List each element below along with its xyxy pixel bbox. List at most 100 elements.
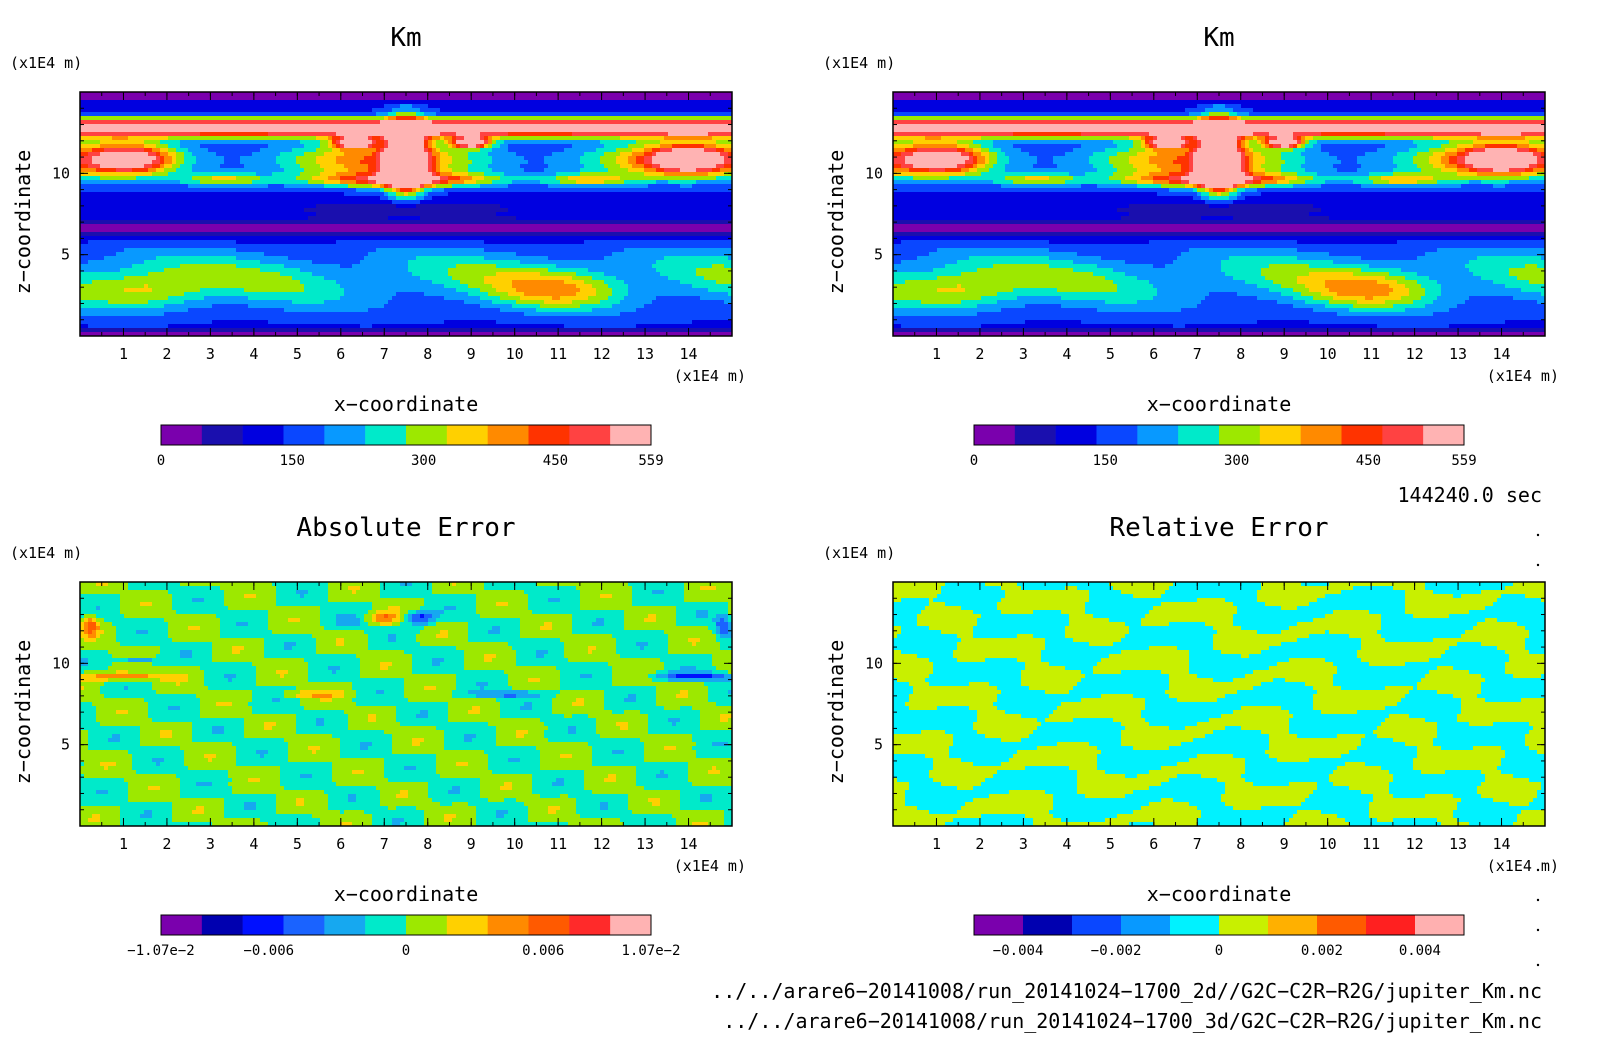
colorbar-swatch — [1056, 425, 1097, 445]
colorbar-swatch — [1170, 915, 1219, 935]
colorbar-tick-label: 559 — [1451, 453, 1476, 469]
colorbar-swatch — [1219, 425, 1260, 445]
x-tick-label: 9 — [467, 345, 476, 363]
y-unit-label: (x1E4 m) — [823, 544, 895, 562]
colorbar-swatch — [161, 425, 202, 445]
colorbar-tick-label: 559 — [638, 453, 663, 469]
colorbar-swatch — [529, 915, 570, 935]
colorbar-swatch — [1219, 915, 1268, 935]
colorbar-swatch — [365, 425, 406, 445]
colorbar-swatch — [1423, 425, 1464, 445]
colorbar: 0 150 300 450 559 — [970, 425, 1477, 469]
colorbar-tick-label: 450 — [1356, 453, 1381, 469]
time-label: 144240.0 sec — [1398, 483, 1543, 507]
x-tick-label: 7 — [380, 345, 389, 363]
x-tick-label: 7 — [380, 835, 389, 853]
x-tick-label: 10 — [506, 345, 524, 363]
colorbar-swatch — [488, 425, 529, 445]
colorbar-tick-label: −0.002 — [1091, 943, 1142, 959]
y-tick-label: 5 — [61, 246, 70, 264]
x-tick-label: 2 — [975, 345, 984, 363]
x-tick-label: 3 — [206, 835, 215, 853]
y-unit-label: (x1E4 m) — [823, 54, 895, 72]
x-tick-label: 13 — [1449, 345, 1467, 363]
panel-title: Km — [1203, 23, 1234, 53]
x-tick-label: 14 — [1493, 345, 1511, 363]
x-axis-label: x−coordinate — [334, 882, 479, 906]
colorbar-swatch — [243, 425, 284, 445]
x-unit-label: (x1E4 m) — [674, 367, 746, 385]
x-tick-label: 1 — [119, 345, 128, 363]
colorbar-swatch — [1382, 425, 1423, 445]
colorbar-swatch — [1415, 915, 1464, 935]
colorbar: 0 150 300 450 559 — [157, 425, 664, 469]
colorbar-tick-label: 150 — [1093, 453, 1118, 469]
colorbar-swatch — [1342, 425, 1383, 445]
x-tick-label: 5 — [293, 345, 302, 363]
colorbar-tick-label: 0 — [402, 943, 410, 959]
colorbar-swatch — [324, 915, 365, 935]
x-tick-label: 5 — [1106, 835, 1115, 853]
x-tick-label: 6 — [336, 835, 345, 853]
figure: Km(x1E4 m)1 2 3 4 5 6 7 8 9 10 11 12 13 14510(x1E4 m)… — [0, 0, 1604, 1054]
y-tick-label: 10 — [52, 654, 70, 672]
x-tick-label: 7 — [1193, 835, 1202, 853]
colorbar-swatch — [1317, 915, 1366, 935]
colorbar-swatch — [529, 425, 570, 445]
x-axis-label: x−coordinate — [1147, 392, 1292, 416]
y-tick-label: 10 — [52, 164, 70, 182]
colorbar-swatch — [202, 425, 243, 445]
x-unit-label: (x1E4 m) — [1487, 367, 1559, 385]
colorbar-tick-label: −0.004 — [993, 943, 1044, 959]
colorbar-tick-label: 1.07e−2 — [621, 943, 680, 959]
colorbar-swatch — [324, 425, 365, 445]
colorbar-tick-label: 150 — [280, 453, 305, 469]
panel-title: Km — [390, 23, 421, 53]
colorbar-swatch — [1137, 425, 1178, 445]
x-tick-label: 3 — [206, 345, 215, 363]
x-tick-label: 10 — [1319, 835, 1337, 853]
colorbar-tick-label: 0.006 — [522, 943, 564, 959]
colorbar-swatch — [488, 915, 529, 935]
panel-title: Relative Error — [1109, 513, 1328, 543]
x-tick-label: 6 — [1149, 345, 1158, 363]
x-tick-label: 8 — [1236, 835, 1245, 853]
x-tick-label: 13 — [1449, 835, 1467, 853]
colorbar-tick-label: 300 — [1224, 453, 1249, 469]
colorbar: −1.07e−2 −0.006 0 0.006 1.07e−2 — [127, 915, 680, 959]
x-unit-label: (x1E4 m) — [1487, 857, 1559, 875]
x-tick-label: 11 — [1362, 835, 1380, 853]
colorbar-swatch — [1260, 425, 1301, 445]
x-tick-label: 14 — [680, 345, 698, 363]
colorbar-swatch — [1023, 915, 1072, 935]
colorbar-swatch — [610, 425, 651, 445]
colorbar-tick-label: 300 — [411, 453, 436, 469]
y-tick-label: 5 — [61, 736, 70, 754]
x-tick-label: 13 — [636, 345, 654, 363]
x-tick-label: 2 — [162, 345, 171, 363]
x-axis-label: x−coordinate — [1147, 882, 1292, 906]
heatmap — [893, 92, 1545, 336]
colorbar-swatch — [243, 915, 284, 935]
heatmap — [893, 582, 1545, 826]
y-axis-label: z−coordinate — [11, 150, 35, 295]
x-tick-label: 1 — [119, 835, 128, 853]
colorbar-swatch — [406, 425, 447, 445]
colorbar-tick-label: 0.002 — [1301, 943, 1343, 959]
x-unit-label: (x1E4 m) — [674, 857, 746, 875]
colorbar-swatch — [1301, 425, 1342, 445]
colorbar: −0.004 −0.002 0 0.002 0.004 — [974, 915, 1464, 959]
y-tick-label: 5 — [874, 736, 883, 754]
colorbar-swatch — [1072, 915, 1121, 935]
panel-4: Relative Error(x1E4 m)1 2 3 4 5 6 7 8 9 10 11 12 13 1… — [823, 513, 1559, 959]
x-tick-label: 3 — [1019, 345, 1028, 363]
x-tick-label: 8 — [1236, 345, 1245, 363]
colorbar-swatch — [1015, 425, 1056, 445]
x-tick-label: 4 — [249, 345, 258, 363]
x-tick-label: 9 — [1280, 345, 1289, 363]
colorbar-tick-label: 0 — [1215, 943, 1223, 959]
x-axis-label: x−coordinate — [334, 392, 479, 416]
y-axis-label: z−coordinate — [11, 640, 35, 785]
x-tick-label: 10 — [1319, 345, 1337, 363]
